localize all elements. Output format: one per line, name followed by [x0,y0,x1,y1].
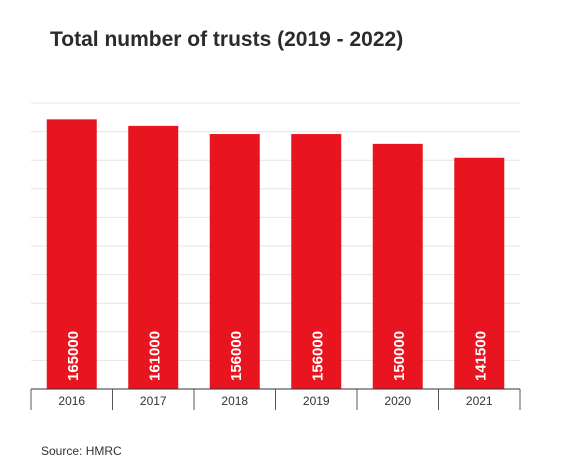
bar-2018 [209,134,260,389]
x-tick-label-2021: 2021 [466,394,493,408]
chart-title: Total number of trusts (2019 - 2022) [50,28,404,51]
data-label-2018: 156000 [228,331,245,381]
x-axis: 2016 2017 2018 2019 2020 2021 [30,388,521,410]
x-tick-label-2016: 2016 [58,394,85,408]
bars: 165000 161000 156000 156000 150000 141500 [46,119,505,389]
source-note: Source: HMRC [41,444,122,458]
data-label-2017: 161000 [146,331,163,381]
x-tick-label-2017: 2017 [140,394,167,408]
x-tick-label-2018: 2018 [221,394,248,408]
gridlines [31,102,520,361]
bar-2020 [372,143,423,389]
x-tick-label-2020: 2020 [384,394,411,408]
bar-2021 [454,157,505,389]
bar-2019 [291,134,342,389]
x-tick-label-2019: 2019 [303,394,330,408]
data-label-2016: 165000 [65,331,82,381]
data-label-2021: 141500 [472,331,489,381]
data-label-2020: 150000 [391,331,408,381]
data-label-2019: 156000 [309,331,326,381]
bar-2016 [46,119,97,389]
bar-2017 [128,125,179,389]
